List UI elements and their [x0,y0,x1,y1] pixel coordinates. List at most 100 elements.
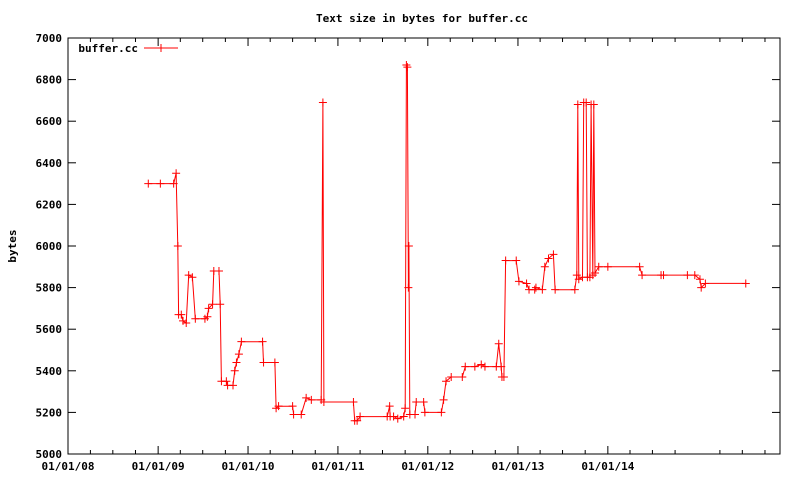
data-point [208,300,217,309]
data-point [318,98,327,107]
data-point [695,275,704,284]
data-point [404,242,413,250]
data-point [635,262,644,271]
y-axis: 5000 5200 5400 5600 5800 6000 6200 6400 6600 6800… [36,32,780,461]
data-point [399,412,408,421]
data-point [182,318,191,327]
y-tick-label: 6000 [36,240,63,253]
y-axis-label: bytes [6,229,19,262]
data-point [222,377,231,386]
data-point [741,279,750,288]
data-point [274,402,283,411]
data-point [184,271,193,280]
data-point [297,410,306,419]
legend-marker [157,44,165,52]
data-point [594,262,603,271]
data-point [179,316,188,325]
data-point [172,169,181,178]
y-tick-label: 6200 [36,198,63,211]
x-tick-label: 01/01/14 [581,460,634,473]
data-point [437,408,446,417]
data-point [302,393,311,402]
data-point [439,395,448,404]
chart-title: Text size in bytes for buffer.cc [316,12,528,25]
data-point [353,416,362,425]
data-point [582,98,591,107]
data-point [203,312,212,321]
data-point [551,285,560,294]
data-point [402,61,411,70]
y-tick-label: 5400 [36,365,63,378]
data-point [404,283,413,292]
data-point [461,362,470,371]
data-point [447,373,456,382]
x-axis: 01/01/08 01/01/09 01/01/10 01/01/11 01/01/12… [42,38,766,473]
data-point [270,358,279,367]
data-point [572,271,581,280]
x-tick-label: 01/01/12 [401,460,454,473]
data-point [573,100,582,109]
data-point [349,398,358,406]
data-point [514,277,523,286]
data-point [401,404,410,413]
data-point [288,402,297,411]
y-tick-label: 6800 [36,74,63,87]
x-tick-label: 01/01/08 [42,460,95,473]
data-point [522,279,531,288]
data-point [458,373,467,382]
data-point [701,279,710,288]
data-point [204,304,213,313]
data-point [538,285,547,294]
data-point [403,63,412,72]
data-point [544,254,553,263]
data-point [659,271,668,280]
data-point [499,373,508,382]
data-point [234,350,243,359]
y-tick-label: 5800 [36,282,63,295]
data-point [470,362,479,371]
x-tick-label: 01/01/11 [311,460,364,473]
data-point [173,242,182,250]
legend-label: buffer.cc [78,42,138,55]
data-point [356,412,365,421]
data-point [232,358,241,367]
data-point [420,408,429,417]
data-point [497,362,506,371]
data-point [307,395,316,404]
data-point [169,179,178,188]
data-point [412,398,421,406]
data-point [603,262,612,271]
legend: buffer.cc [78,42,178,55]
data-point [216,300,225,309]
data-point [480,362,489,371]
y-tick-label: 7000 [36,32,63,45]
x-tick-label: 01/01/10 [222,460,275,473]
data-point [419,398,428,406]
data-point [156,179,165,188]
data-point [393,414,402,423]
series-line [148,64,746,422]
data-point [411,410,420,419]
data-point [501,256,510,265]
data-point [230,366,239,375]
data-point [289,410,298,419]
data-point [144,179,153,188]
data-point [319,398,328,406]
data-point [530,285,539,294]
data-point [591,269,600,278]
data-point [638,271,647,280]
data-point [385,402,394,411]
y-tick-label: 5000 [36,448,63,461]
data-point [512,256,521,265]
data-point [549,250,558,259]
data-point [177,310,186,319]
data-point [690,271,699,280]
data-point [477,360,486,369]
data-point [540,262,549,271]
data-point [237,337,246,346]
y-tick-label: 6600 [36,115,63,128]
y-tick-label: 5600 [36,323,63,336]
data-point [697,283,706,292]
data-point [258,337,267,346]
